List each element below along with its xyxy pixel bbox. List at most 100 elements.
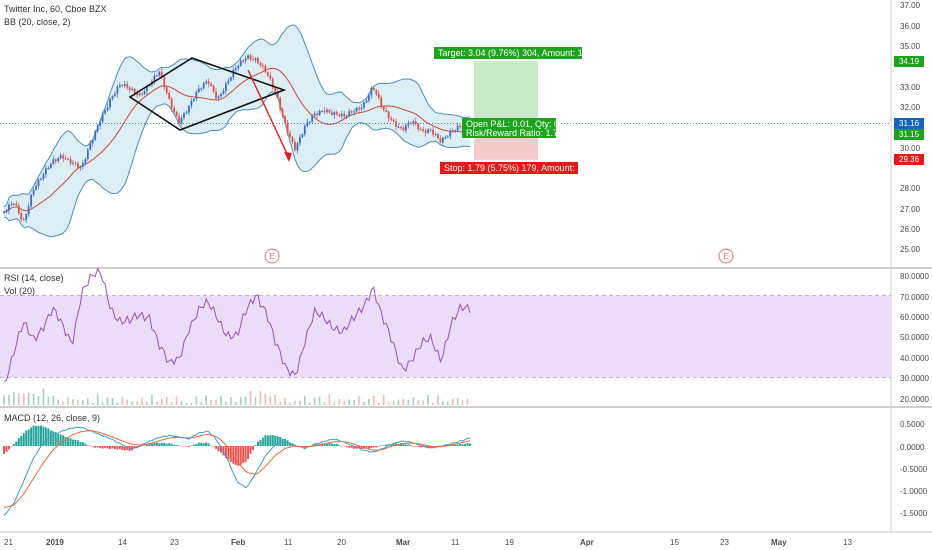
macd-histogram-bar[interactable] <box>365 446 368 448</box>
volume-bar[interactable] <box>333 402 336 405</box>
macd-histogram-bar[interactable] <box>104 446 107 448</box>
macd-histogram-bar[interactable] <box>37 425 40 446</box>
candle-body[interactable] <box>170 98 173 108</box>
candle-body[interactable] <box>212 85 215 92</box>
candle-body[interactable] <box>395 121 397 127</box>
candle-body[interactable] <box>91 139 94 144</box>
macd-histogram-bar[interactable] <box>404 444 407 446</box>
candle-body[interactable] <box>67 158 70 160</box>
macd-histogram-bar[interactable] <box>5 446 8 452</box>
macd-histogram-bar[interactable] <box>466 443 469 446</box>
candle-body[interactable] <box>195 92 198 100</box>
macd-histogram-bar[interactable] <box>163 442 166 446</box>
macd-histogram-bar[interactable] <box>313 443 316 446</box>
candle-body[interactable] <box>266 72 269 76</box>
volume-bar[interactable] <box>210 399 212 405</box>
macd-histogram-bar[interactable] <box>109 446 112 449</box>
macd-histogram-bar[interactable] <box>86 445 89 446</box>
candle-body[interactable] <box>375 89 378 95</box>
macd-histogram-bar[interactable] <box>335 443 338 446</box>
candle-body[interactable] <box>227 80 230 84</box>
volume-bar[interactable] <box>437 395 439 405</box>
volume-bar[interactable] <box>13 391 15 405</box>
macd-histogram-bar[interactable] <box>348 446 351 448</box>
candle-body[interactable] <box>259 63 262 66</box>
candle-body[interactable] <box>370 87 373 96</box>
candle-body[interactable] <box>279 97 282 110</box>
macd-histogram-bar[interactable] <box>182 446 185 447</box>
candle-body[interactable] <box>158 71 161 76</box>
macd-histogram-bar[interactable] <box>323 443 326 446</box>
candle-body[interactable] <box>138 93 141 96</box>
candle-body[interactable] <box>37 179 40 186</box>
bollinger-upper-line[interactable] <box>3 24 471 208</box>
volume-bar[interactable] <box>382 394 385 405</box>
candle-body[interactable] <box>74 162 77 164</box>
candle-body[interactable] <box>49 163 52 168</box>
volume-bar[interactable] <box>37 395 40 405</box>
volume-bar[interactable] <box>373 395 375 405</box>
volume-bar[interactable] <box>328 394 331 405</box>
macd-histogram-bar[interactable] <box>76 440 79 446</box>
candle-body[interactable] <box>52 159 55 164</box>
candle-body[interactable] <box>104 110 106 114</box>
macd-histogram-bar[interactable] <box>422 446 425 448</box>
macd-histogram-bar[interactable] <box>59 434 62 446</box>
macd-histogram-bar[interactable] <box>382 445 385 446</box>
macd-histogram-bar[interactable] <box>25 430 28 446</box>
macd-histogram-bar[interactable] <box>350 446 353 448</box>
candle-body[interactable] <box>252 59 254 61</box>
macd-histogram-bar[interactable] <box>158 443 161 446</box>
candle-body[interactable] <box>239 60 242 66</box>
volume-bar[interactable] <box>220 395 222 405</box>
volume-bar[interactable] <box>185 402 188 405</box>
candle-body[interactable] <box>296 143 299 151</box>
macd-histogram-bar[interactable] <box>190 445 193 446</box>
candle-body[interactable] <box>404 125 407 131</box>
candle-body[interactable] <box>422 129 425 131</box>
macd-histogram-bar[interactable] <box>175 444 178 446</box>
macd-histogram-bar[interactable] <box>264 435 267 446</box>
macd-histogram-bar[interactable] <box>84 443 87 446</box>
diamond-pattern-drawing[interactable] <box>128 57 287 131</box>
macd-histogram-bar[interactable] <box>427 446 430 449</box>
volume-bar[interactable] <box>146 402 148 405</box>
candle-body[interactable] <box>69 159 72 164</box>
volume-bar[interactable] <box>67 397 69 405</box>
candle-body[interactable] <box>54 159 57 162</box>
candle-body[interactable] <box>340 113 343 117</box>
macd-histogram-bar[interactable] <box>170 443 173 446</box>
candle-body[interactable] <box>427 129 429 133</box>
candle-body[interactable] <box>96 125 99 131</box>
candle-body[interactable] <box>244 58 247 61</box>
candle-body[interactable] <box>45 168 47 175</box>
candle-body[interactable] <box>303 126 306 135</box>
macd-histogram-bar[interactable] <box>375 446 378 448</box>
volume-bar[interactable] <box>160 398 163 405</box>
candle-body[interactable] <box>323 110 326 112</box>
macd-histogram-bar[interactable] <box>254 445 257 446</box>
candle-body[interactable] <box>264 65 267 73</box>
macd-histogram-bar[interactable] <box>146 444 149 446</box>
volume-bar[interactable] <box>17 393 20 405</box>
macd-histogram-bar[interactable] <box>217 446 220 452</box>
candle-body[interactable] <box>17 205 20 214</box>
volume-bar[interactable] <box>42 388 45 405</box>
volume-bar[interactable] <box>170 401 173 405</box>
volume-bar[interactable] <box>363 401 365 405</box>
earnings-marker[interactable]: E <box>718 248 734 264</box>
stop-box[interactable]: Stop: 1.79 (5.75%) 179, Amount: 1 <box>440 162 582 174</box>
macd-histogram-bar[interactable] <box>372 446 375 448</box>
macd-histogram-bar[interactable] <box>325 443 328 446</box>
macd-histogram-bar[interactable] <box>72 439 75 446</box>
candle-body[interactable] <box>412 121 415 124</box>
macd-histogram-bar[interactable] <box>187 446 190 448</box>
volume-bar[interactable] <box>387 402 390 405</box>
macd-histogram-bar[interactable] <box>67 437 70 446</box>
candle-body[interactable] <box>417 123 420 130</box>
candle-body[interactable] <box>89 143 92 150</box>
macd-histogram-bar[interactable] <box>227 446 230 460</box>
candle-body[interactable] <box>387 111 390 119</box>
candle-body[interactable] <box>350 111 353 113</box>
